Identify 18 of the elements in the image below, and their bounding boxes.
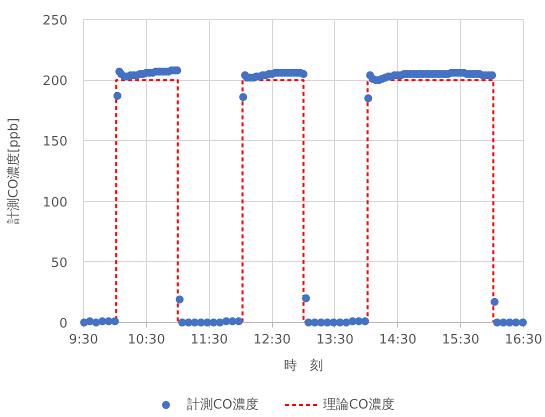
x-tick-label: 11:30 (190, 332, 228, 348)
x-tick-label: 10:30 (128, 332, 166, 348)
x-axis-title: 時 刻 (284, 358, 323, 374)
y-tick-label: 250 (42, 14, 68, 28)
x-tick-label: 15:30 (442, 332, 480, 348)
x-tick-label: 14:30 (379, 332, 417, 348)
legend-label: 理論CO濃度 (323, 396, 394, 412)
legend-label: 計測CO濃度 (187, 396, 258, 412)
y-tick-label: 200 (42, 74, 68, 90)
y-tick-label: 0 (59, 316, 68, 332)
x-tick-label: 9:30 (68, 332, 98, 348)
x-tick-label: 12:30 (253, 332, 291, 348)
y-axis-title: 計測CO濃度[ppb] (6, 118, 22, 224)
y-tick-label: 150 (42, 134, 68, 150)
y-tick-label: 100 (42, 195, 68, 210)
x-tick-label: 16:30 (504, 332, 542, 348)
x-tick-label: 13:30 (316, 332, 354, 348)
y-tick-label: 50 (50, 256, 68, 271)
